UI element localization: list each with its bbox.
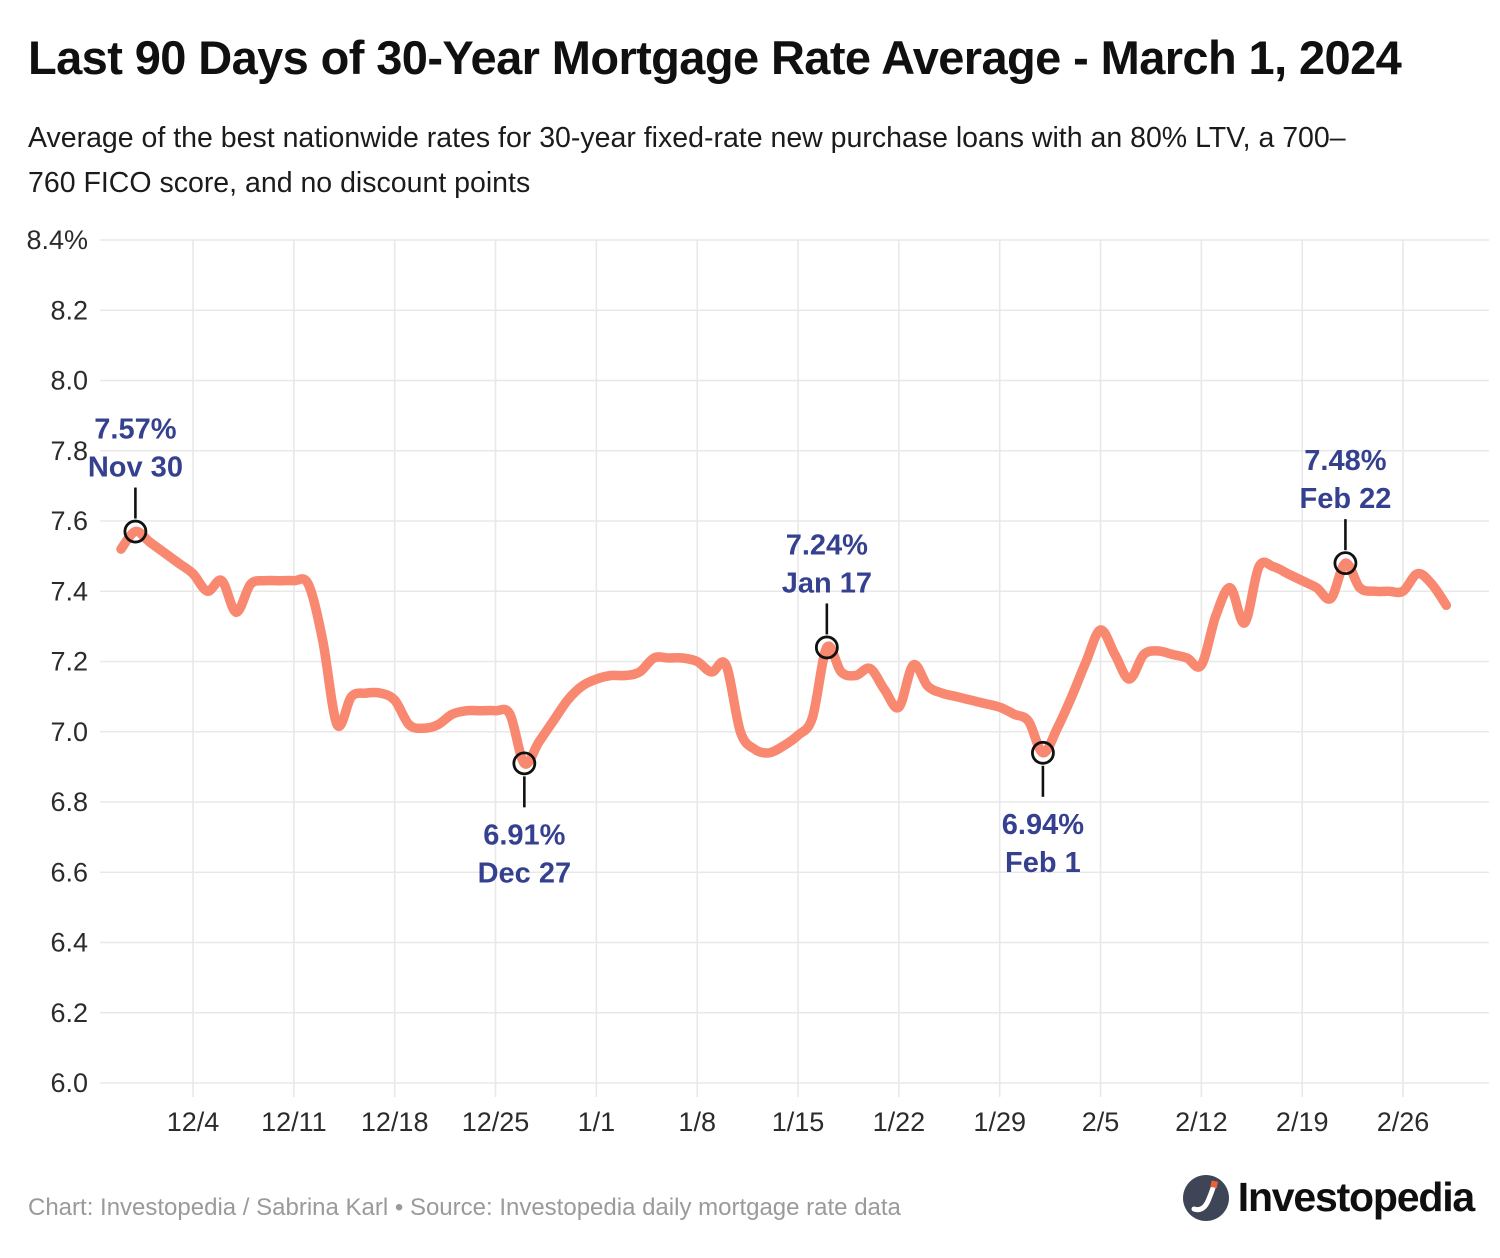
y-axis-label: 6.0 xyxy=(50,1068,88,1098)
y-axis-label: 8.4% xyxy=(26,225,88,255)
chart-subtitle: Average of the best nationwide rates for… xyxy=(28,116,1346,206)
investopedia-logo-icon xyxy=(1182,1174,1229,1221)
annotation-marker xyxy=(1031,740,1055,765)
x-axis-label: 1/1 xyxy=(578,1107,616,1137)
x-axis-label: 1/22 xyxy=(873,1107,926,1137)
annotation-date-label: Feb 1 xyxy=(1005,847,1081,879)
logo-i-stroke xyxy=(1191,1185,1216,1212)
x-axis-label: 2/12 xyxy=(1175,1107,1228,1137)
annotation-rate-label: 7.57% xyxy=(94,414,176,446)
x-axis-label: 12/11 xyxy=(261,1107,327,1137)
x-axis-label: 2/19 xyxy=(1276,1107,1329,1137)
y-axis-label: 7.4 xyxy=(50,576,88,606)
x-axis-label: 12/25 xyxy=(462,1107,530,1137)
annotation-rate-label: 7.24% xyxy=(786,529,868,561)
x-axis-label: 12/18 xyxy=(361,1107,429,1137)
x-axis-label: 1/29 xyxy=(973,1107,1026,1137)
annotation-marker xyxy=(814,635,839,660)
chart-subtitle-line-2: 760 FICO score, and no discount points xyxy=(28,167,531,199)
annotation-date-label: Jan 17 xyxy=(782,567,872,599)
rate-line-series xyxy=(116,526,1452,769)
x-axis-label: 12/4 xyxy=(167,1107,220,1137)
y-axis-label: 7.6 xyxy=(50,506,88,536)
annotation-rate-label: 6.91% xyxy=(483,819,565,851)
logo-circle xyxy=(1182,1174,1229,1221)
annotation-date-label: Dec 27 xyxy=(478,857,572,889)
y-axis-label: 6.4 xyxy=(50,928,88,958)
annotation-date-label: Feb 22 xyxy=(1299,483,1391,515)
y-axis-label: 6.6 xyxy=(50,857,88,887)
y-axis-label: 7.2 xyxy=(50,647,88,677)
annotation-rate-label: 6.94% xyxy=(1002,809,1084,841)
annotation-rate-label: 7.48% xyxy=(1304,445,1386,477)
x-axis-label: 1/15 xyxy=(772,1107,825,1137)
x-axis-label: 2/5 xyxy=(1082,1107,1120,1137)
investopedia-wordmark: Investopedia xyxy=(1237,1174,1475,1220)
y-axis-label: 7.0 xyxy=(50,717,88,747)
chart-subtitle-line-1: Average of the best nationwide rates for… xyxy=(28,122,1346,154)
y-axis-label: 8.0 xyxy=(50,366,88,396)
chart-title: Last 90 Days of 30-Year Mortgage Rate Av… xyxy=(28,31,1402,84)
chart-credit: Chart: Investopedia / Sabrina Karl • Sou… xyxy=(28,1194,901,1221)
y-axis-label: 8.2 xyxy=(50,295,88,325)
annotation-date-label: Nov 30 xyxy=(88,452,183,484)
y-axis-label: 6.2 xyxy=(50,998,88,1028)
y-axis-label: 6.8 xyxy=(50,787,88,817)
x-axis-label: 2/26 xyxy=(1377,1107,1430,1137)
annotation-marker xyxy=(1333,551,1358,576)
annotation-marker xyxy=(512,751,537,776)
annotation-marker xyxy=(123,519,148,544)
logo-i-dot xyxy=(1210,1180,1218,1188)
investopedia-logo: Investopedia xyxy=(1182,1174,1475,1221)
x-axis-label: 1/8 xyxy=(678,1107,716,1137)
y-axis-label: 7.8 xyxy=(50,436,88,466)
